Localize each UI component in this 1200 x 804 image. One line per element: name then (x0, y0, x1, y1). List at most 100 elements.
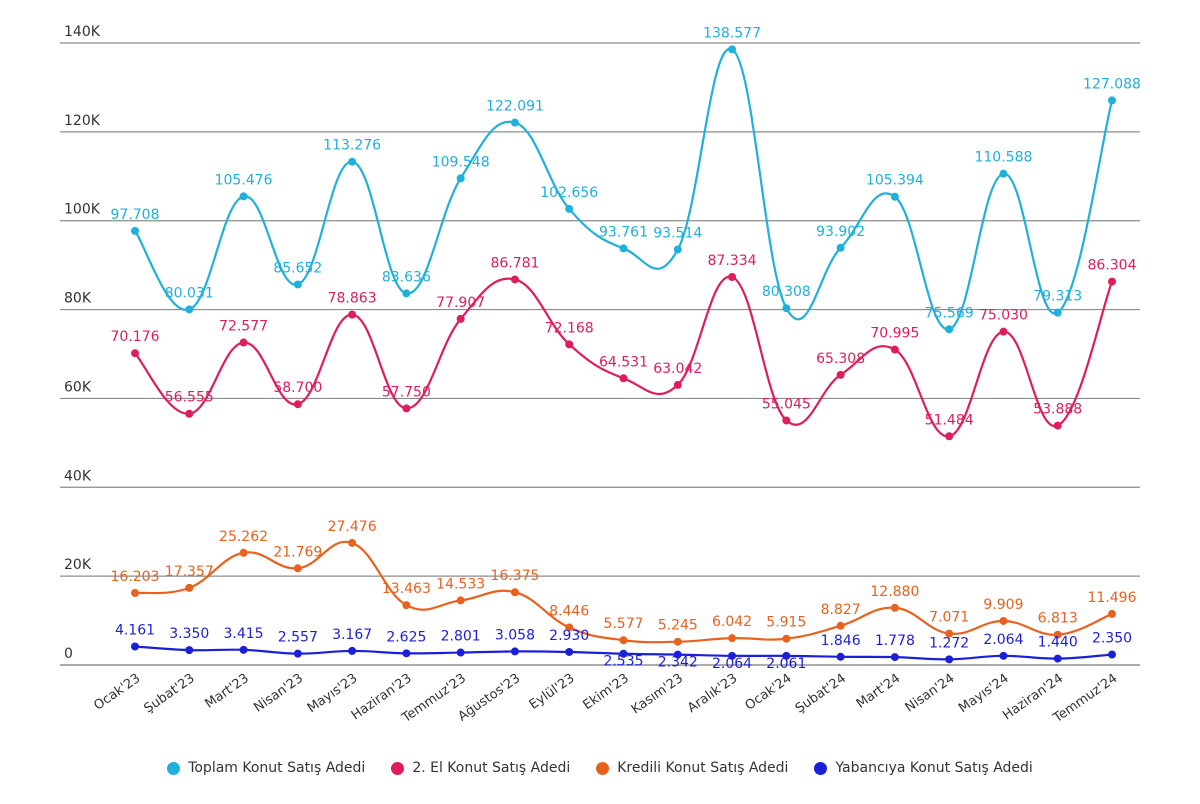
data-point (673, 245, 682, 254)
data-label: 2.342 (658, 655, 698, 671)
grid-lines (60, 42, 1140, 666)
data-point (510, 275, 519, 284)
legend-item-ikinci-el[interactable]: 2. El Konut Satış Adedi (391, 760, 570, 776)
data-label: 12.880 (870, 584, 919, 600)
data-label: 5.915 (766, 615, 806, 631)
data-point (619, 374, 628, 383)
y-tick-label: 100K (64, 202, 101, 218)
data-label: 109.548 (432, 154, 490, 170)
data-point (673, 380, 682, 389)
data-label: 1.440 (1038, 635, 1078, 651)
legend-item-yabanci[interactable]: Yabancıya Konut Satış Adedi (814, 760, 1033, 776)
data-label: 6.813 (1038, 611, 1078, 627)
data-label: 105.476 (215, 172, 273, 188)
data-point (402, 289, 411, 298)
data-point (728, 45, 737, 54)
legend-item-kredili[interactable]: Kredili Konut Satış Adedi (596, 760, 788, 776)
data-point (1053, 654, 1062, 663)
data-point (239, 645, 248, 654)
data-point (565, 204, 574, 213)
x-tick-label: Kasım'23 (629, 671, 686, 717)
data-point (456, 314, 465, 323)
data-label: 14.533 (436, 576, 485, 592)
x-tick-label: Mart'24 (854, 671, 903, 712)
x-tick-label: Ocak'24 (743, 671, 795, 714)
legend-marker (596, 761, 610, 775)
data-point (131, 349, 139, 358)
data-point (293, 280, 302, 289)
legend-marker (167, 761, 181, 775)
legend-label: 2. El Konut Satış Adedi (412, 760, 571, 776)
data-point (836, 370, 845, 379)
data-label: 5.245 (658, 618, 698, 634)
data-label: 1.846 (821, 633, 861, 649)
data-label: 8.827 (821, 602, 861, 618)
data-labels: 97.708 80.031 105.476 85.652 113.276 83.636 10… (111, 25, 1141, 672)
data-point (782, 416, 791, 425)
data-label: 87.334 (708, 253, 757, 269)
x-tick-label: Şubat'23 (142, 671, 198, 717)
x-tick-label: Aralık'23 (685, 671, 740, 716)
data-label: 1.778 (875, 633, 915, 649)
data-point (836, 621, 845, 630)
data-point (1053, 630, 1062, 639)
data-point (565, 647, 574, 656)
data-point (890, 603, 899, 612)
y-tick-label: 0 (64, 646, 73, 662)
y-tick-label: 60K (64, 379, 92, 395)
data-label: 93.902 (816, 224, 865, 240)
data-point (999, 651, 1008, 660)
y-tick-label: 20K (64, 557, 92, 573)
y-tick-label: 80K (64, 291, 92, 307)
data-point (131, 589, 139, 598)
data-label: 5.577 (603, 616, 643, 632)
data-label: 86.304 (1088, 258, 1137, 274)
data-label: 55.045 (762, 396, 811, 412)
data-label: 3.058 (495, 627, 535, 643)
x-tick-label: Mart'23 (202, 671, 251, 712)
data-label: 110.588 (974, 150, 1032, 166)
data-label: 80.308 (762, 284, 811, 300)
data-point (890, 192, 899, 201)
data-label: 8.446 (549, 603, 589, 619)
legend-marker (391, 761, 405, 775)
data-label: 79.313 (1033, 289, 1082, 305)
data-label: 51.484 (925, 412, 974, 428)
y-tick-label: 120K (64, 113, 101, 129)
data-label: 57.750 (382, 384, 431, 400)
data-point (565, 340, 574, 349)
data-point (890, 345, 899, 354)
legend-label: Toplam Konut Satış Adedi (188, 760, 366, 776)
data-label: 2.064 (983, 632, 1023, 648)
data-point (1108, 609, 1116, 618)
x-tick-label: Nisan'24 (903, 671, 958, 716)
data-label: 3.415 (224, 626, 264, 642)
data-point (185, 583, 194, 592)
data-point (131, 642, 139, 651)
data-label: 27.476 (328, 519, 377, 535)
data-point (945, 629, 954, 638)
data-point (402, 601, 411, 610)
data-label: 65.308 (816, 351, 865, 367)
y-axis-ticks: 0 20K 40K 60K 80K 100K 120K 140K (64, 24, 101, 662)
legend-item-toplam[interactable]: Toplam Konut Satış Adedi (167, 760, 365, 776)
data-label: 2.801 (441, 629, 481, 645)
data-label: 25.262 (219, 529, 268, 545)
data-label: 70.176 (111, 329, 160, 345)
data-label: 70.995 (870, 326, 919, 342)
data-point (348, 310, 357, 319)
data-point (673, 650, 682, 659)
data-point (293, 649, 302, 658)
data-point (348, 646, 357, 655)
data-label: 53.888 (1033, 402, 1082, 418)
data-point (510, 647, 519, 656)
data-label: 127.088 (1083, 76, 1141, 92)
y-tick-label: 40K (64, 468, 92, 484)
data-point (402, 649, 411, 658)
data-point (565, 623, 574, 632)
data-label: 64.531 (599, 354, 648, 370)
data-label: 3.350 (169, 626, 209, 642)
data-label: 97.708 (111, 207, 160, 223)
data-point (402, 404, 411, 413)
